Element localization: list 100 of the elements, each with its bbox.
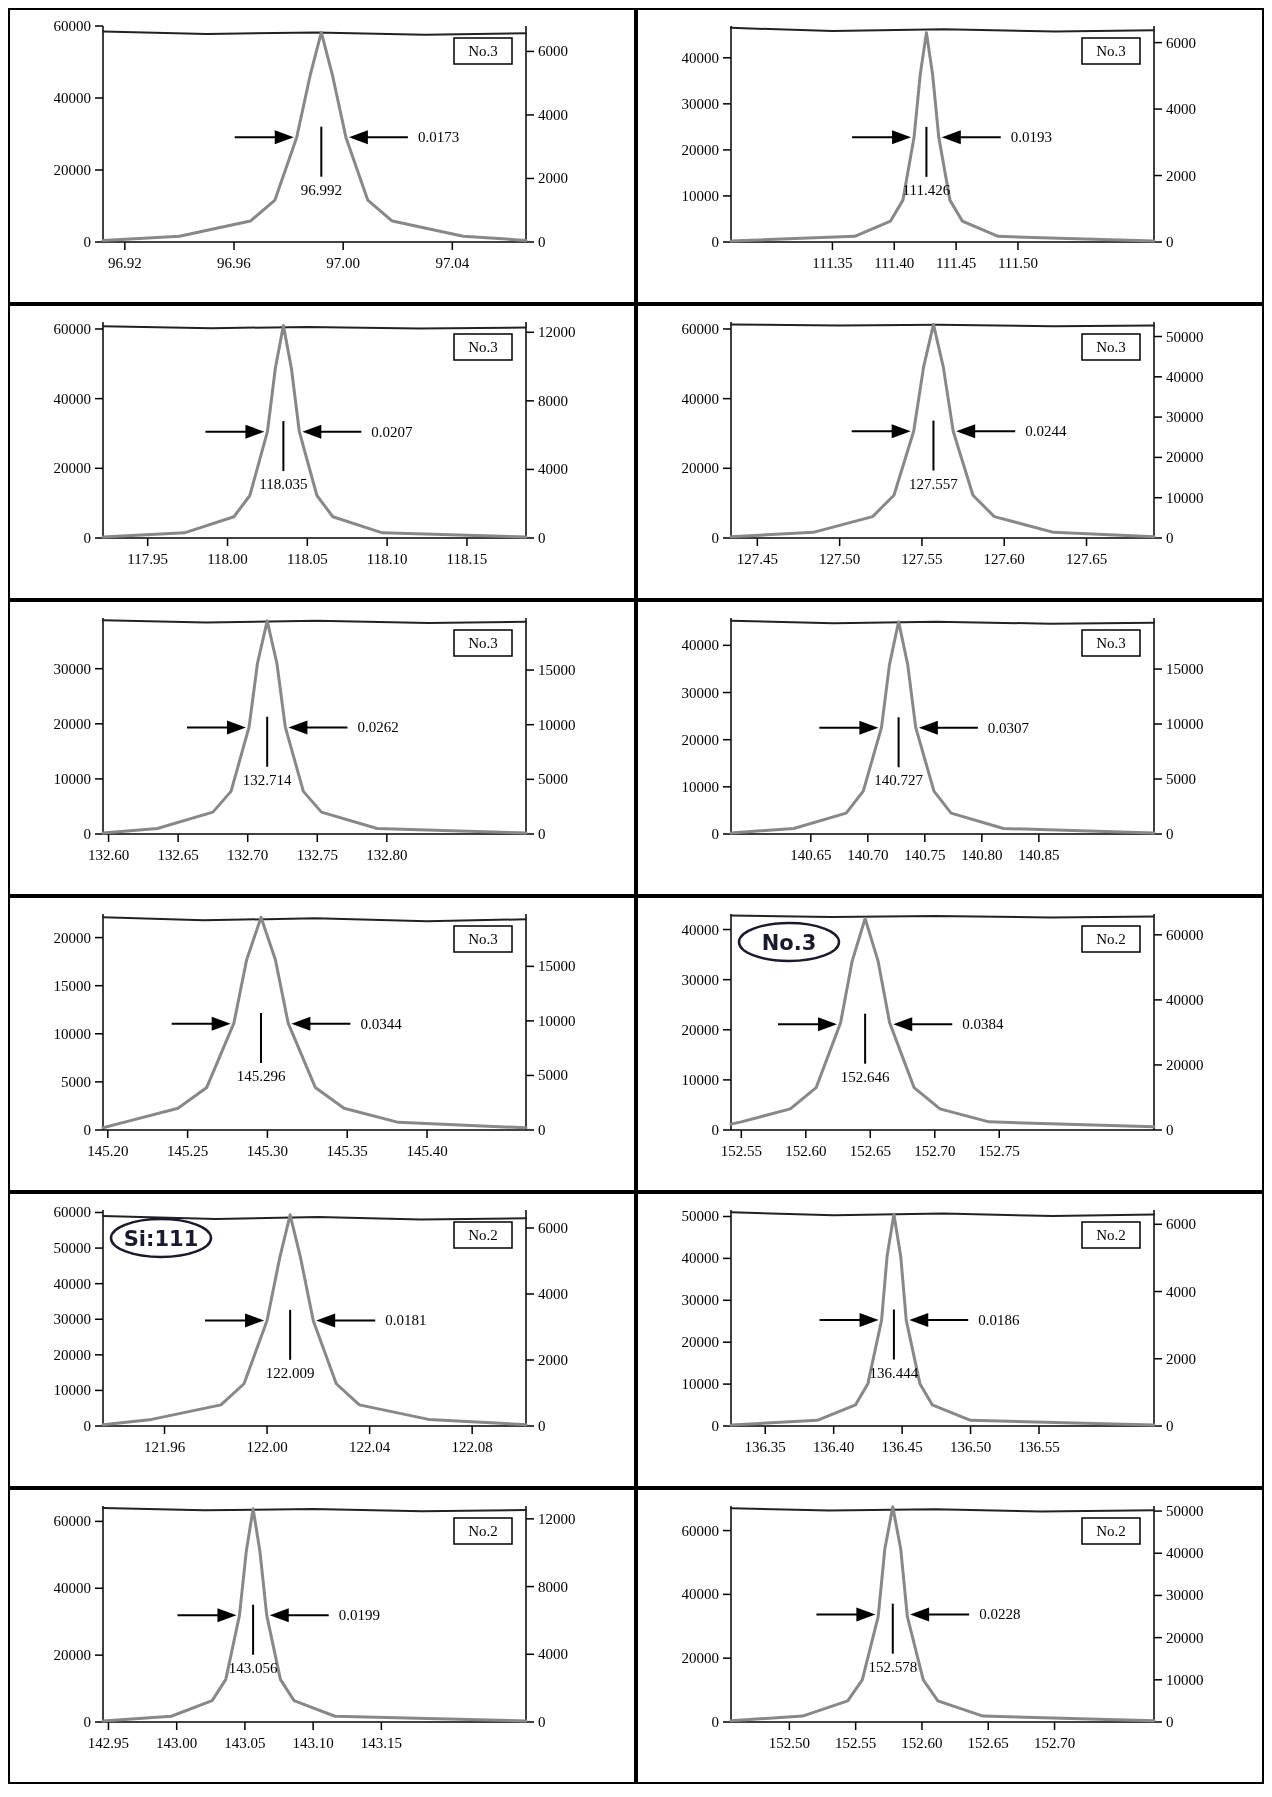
- x-tick-label: 140.85: [1018, 847, 1060, 863]
- annotation: No.3: [468, 43, 498, 59]
- annotation: 152.578: [868, 1658, 918, 1675]
- y2-tick-label: 15000: [538, 662, 576, 679]
- y2-tick-label: 0: [1166, 234, 1174, 250]
- x-tick-label: 142.95: [87, 1735, 130, 1751]
- y-tick-label: 20000: [53, 162, 91, 178]
- y-tick-label: 0: [83, 1418, 91, 1434]
- annotation: 0.0173: [417, 129, 460, 146]
- y-tick-label: 0: [711, 1122, 719, 1138]
- y-tick-label: 40000: [681, 390, 719, 407]
- y-tick-label: 40000: [53, 1580, 91, 1597]
- y-tick-label: 10000: [681, 187, 719, 204]
- annotation: No.3: [1096, 43, 1126, 59]
- y2-tick-label: 30000: [1166, 409, 1204, 426]
- y-tick-label: 15000: [53, 977, 91, 994]
- x-tick-label: 140.65: [790, 847, 832, 863]
- x-tick-label: 136.55: [1018, 1439, 1060, 1455]
- y2-tick-label: 50000: [1166, 1503, 1204, 1520]
- y-tick-label: 10000: [53, 770, 91, 787]
- y-tick-label: 0: [83, 1714, 91, 1730]
- y-tick-label: 60000: [681, 1522, 719, 1539]
- y2-tick-label: 4000: [538, 461, 568, 478]
- x-tick-label: 132.65: [157, 847, 199, 863]
- annotation: 122.009: [265, 1364, 315, 1381]
- x-tick-label: 152.60: [785, 1143, 827, 1159]
- y-tick-label: 30000: [53, 1311, 91, 1328]
- x-tick-label: 132.80: [366, 847, 408, 863]
- y-tick-label: 10000: [53, 1382, 91, 1399]
- y-tick-label: 0: [83, 530, 91, 546]
- x-tick-label: 118.05: [286, 551, 328, 567]
- y-tick-label: 0: [711, 234, 719, 250]
- x-tick-label: 118.00: [207, 551, 248, 567]
- y-tick-label: 30000: [53, 660, 91, 677]
- y-tick-label: 60000: [53, 1513, 91, 1530]
- y2-tick-label: 5000: [1166, 771, 1196, 788]
- x-tick-label: 152.65: [849, 1143, 891, 1159]
- x-tick-label: 152.55: [835, 1735, 877, 1751]
- y-tick-label: 60000: [53, 320, 91, 337]
- annotation: 0.0344: [360, 1015, 403, 1032]
- annotation: 127.557: [909, 475, 959, 492]
- x-tick-label: 145.30: [246, 1143, 289, 1159]
- x-tick-label: 97.04: [435, 255, 470, 271]
- x-tick-label: 122.04: [348, 1439, 391, 1455]
- y2-tick-label: 4000: [538, 1646, 568, 1663]
- y2-tick-label: 12000: [538, 1510, 576, 1527]
- y-tick-label: 20000: [681, 1650, 719, 1667]
- y2-tick-label: 15000: [1166, 661, 1204, 678]
- y-tick-label: 0: [711, 1714, 719, 1730]
- y-tick-label: 60000: [681, 320, 719, 337]
- x-tick-label: 152.65: [967, 1735, 1009, 1751]
- x-tick-label: 132.75: [296, 847, 338, 863]
- annotation: No.3: [761, 931, 817, 955]
- y2-tick-label: 6000: [1166, 34, 1196, 51]
- y2-tick-label: 50000: [1166, 328, 1204, 345]
- y2-tick-label: 6000: [538, 43, 568, 60]
- x-tick-label: 117.95: [127, 551, 169, 567]
- annotation: 0.0199: [338, 1607, 380, 1624]
- x-tick-label: 136.45: [881, 1439, 923, 1455]
- annotation: 140.727: [874, 772, 924, 789]
- annotation: No.3: [468, 931, 498, 947]
- x-tick-label: 118.10: [366, 551, 408, 567]
- annotation: 96.992: [300, 181, 342, 198]
- y2-tick-label: 0: [538, 1122, 546, 1138]
- y2-tick-label: 15000: [538, 958, 576, 975]
- x-tick-label: 140.75: [904, 847, 946, 863]
- x-tick-label: 127.55: [901, 551, 943, 567]
- x-tick-label: 111.50: [997, 255, 1039, 271]
- annotation: 152.646: [840, 1068, 890, 1085]
- x-tick-label: 143.00: [156, 1735, 198, 1751]
- y-tick-label: 40000: [53, 90, 91, 106]
- x-tick-label: 145.40: [406, 1143, 448, 1159]
- y-tick-label: 20000: [681, 1334, 719, 1351]
- y-tick-label: 40000: [681, 1586, 719, 1603]
- y-tick-label: 60000: [53, 1204, 91, 1221]
- y2-tick-label: 20000: [1166, 1629, 1204, 1646]
- x-tick-label: 96.92: [107, 255, 142, 271]
- x-tick-label: 118.15: [446, 551, 488, 567]
- y-tick-label: 0: [83, 234, 91, 250]
- x-tick-label: 140.80: [961, 847, 1003, 863]
- y-tick-label: 40000: [53, 390, 91, 407]
- y-tick-label: 20000: [53, 715, 91, 732]
- y2-tick-label: 0: [538, 1714, 546, 1730]
- annotation: 118.035: [259, 476, 308, 493]
- y2-tick-label: 0: [1166, 826, 1174, 842]
- annotation: 132.714: [242, 771, 293, 788]
- x-tick-label: 111.35: [812, 255, 853, 271]
- x-tick-label: 136.50: [949, 1439, 992, 1455]
- y2-tick-label: 2000: [1166, 167, 1196, 184]
- annotation: No.2: [1096, 1227, 1126, 1243]
- y-tick-label: 10000: [681, 1071, 719, 1088]
- annotation: 136.444: [869, 1364, 919, 1381]
- x-tick-label: 136.40: [813, 1439, 855, 1455]
- y-tick-label: 40000: [681, 637, 719, 654]
- y2-tick-label: 20000: [1166, 449, 1204, 466]
- x-tick-label: 140.70: [847, 847, 889, 863]
- y2-tick-label: 4000: [1166, 101, 1196, 118]
- y2-tick-label: 5000: [538, 771, 568, 788]
- y2-tick-label: 8000: [538, 1578, 568, 1595]
- x-tick-label: 122.08: [451, 1439, 493, 1455]
